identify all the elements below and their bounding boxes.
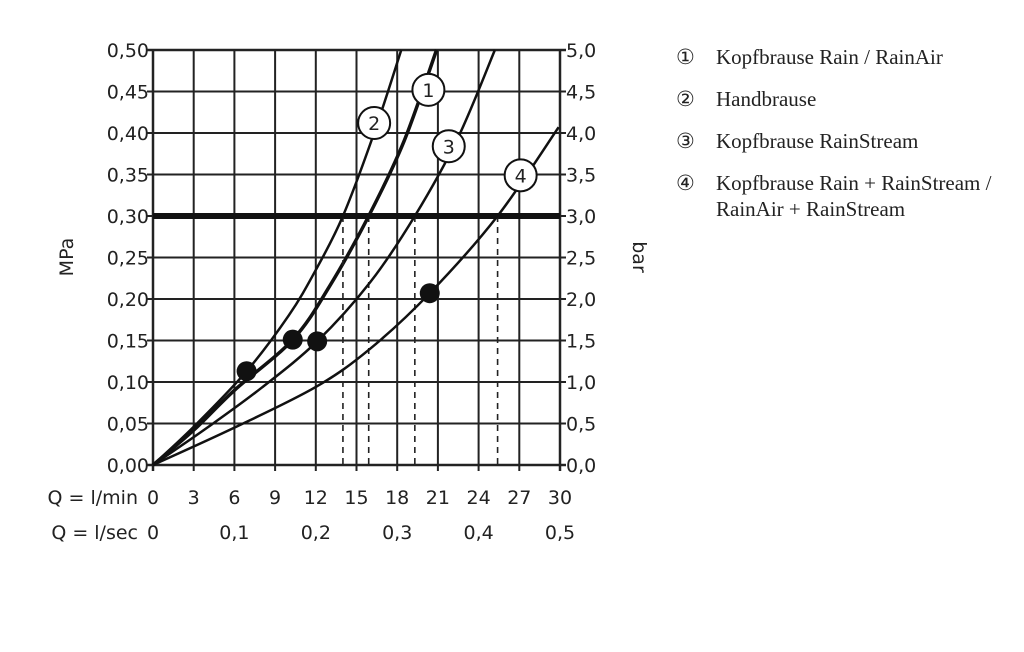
x-tick-label: 0 bbox=[147, 487, 159, 509]
x-tick-label: 24 bbox=[467, 487, 491, 509]
data-marker bbox=[419, 283, 440, 304]
series-line-4 bbox=[152, 126, 560, 467]
legend-num: ④ bbox=[676, 171, 695, 195]
x2-axis-label: Q = l/sec bbox=[51, 522, 138, 544]
y-tick-label: 0,35 bbox=[107, 165, 149, 187]
x-tick-label: 18 bbox=[385, 487, 409, 509]
y-tick-label: 0,10 bbox=[107, 372, 149, 394]
data-marker bbox=[307, 331, 328, 352]
legend-num: ① bbox=[676, 45, 695, 69]
x-axis-label: Q = l/min bbox=[48, 487, 138, 509]
y-axis-label: MPa bbox=[56, 238, 78, 277]
y-right-tick-label: 0,0 bbox=[566, 455, 596, 477]
x-tick-label: 15 bbox=[344, 487, 368, 509]
series-label-2: 2 bbox=[368, 113, 380, 135]
series-label-3: 3 bbox=[443, 136, 455, 158]
series-label-circle-3 bbox=[431, 129, 466, 164]
y-tick-label: 0,15 bbox=[107, 331, 149, 353]
series-label-circle-2 bbox=[357, 106, 392, 141]
y-right-tick-label: 1,0 bbox=[566, 372, 596, 394]
legend-item-4: ④ Kopfbrause Rain + RainStream / RainAir … bbox=[676, 170, 1016, 222]
x-tick-label: 3 bbox=[188, 487, 200, 509]
legend-text: Handbrause bbox=[716, 87, 817, 111]
x-tick-label: 30 bbox=[548, 487, 572, 509]
x2-tick-label: 0,3 bbox=[382, 522, 412, 544]
legend-text: Kopfbrause RainStream bbox=[716, 129, 919, 153]
y-tick-label: 0,40 bbox=[107, 123, 149, 145]
y-tick-label: 0,00 bbox=[107, 455, 149, 477]
legend-item-1: ① Kopfbrause Rain / RainAir bbox=[676, 44, 1016, 70]
y-right-tick-label: 2,5 bbox=[566, 248, 596, 270]
y-tick-label: 0,05 bbox=[107, 414, 149, 436]
y-tick-label: 0,20 bbox=[107, 289, 149, 311]
x2-tick-label: 0 bbox=[147, 522, 159, 544]
x2-tick-label: 0,4 bbox=[463, 522, 493, 544]
legend-text: Kopfbrause Rain + RainStream / RainAir +… bbox=[716, 171, 992, 221]
x2-tick-label: 0,1 bbox=[219, 522, 249, 544]
series-label-circle-4 bbox=[503, 158, 538, 193]
x-tick-label: 12 bbox=[304, 487, 328, 509]
y-right-tick-label: 1,5 bbox=[566, 331, 596, 353]
x-tick-label: 6 bbox=[228, 487, 240, 509]
legend-num: ③ bbox=[676, 129, 695, 153]
legend-num: ② bbox=[676, 87, 695, 111]
x2-tick-label: 0,5 bbox=[545, 522, 575, 544]
data-marker bbox=[282, 329, 303, 350]
y-tick-label: 0,50 bbox=[107, 40, 149, 62]
x-tick-label: 21 bbox=[426, 487, 450, 509]
legend: ① Kopfbrause Rain / RainAir ② Handbrause ③… bbox=[676, 44, 1016, 238]
data-marker bbox=[236, 361, 257, 382]
x-tick-label: 27 bbox=[507, 487, 531, 509]
series-label-circle-1 bbox=[411, 72, 446, 107]
legend-text: Kopfbrause Rain / RainAir bbox=[716, 45, 943, 69]
x2-tick-label: 0,2 bbox=[301, 522, 331, 544]
series-label-4: 4 bbox=[515, 165, 527, 187]
series-line-1 bbox=[151, 49, 439, 467]
y-right-tick-label: 3,0 bbox=[566, 206, 596, 228]
y-right-tick-label: 5,0 bbox=[566, 40, 596, 62]
legend-item-2: ② Handbrause bbox=[676, 86, 1016, 112]
y-right-tick-label: 4,5 bbox=[566, 82, 596, 104]
y-right-axis-label: bar bbox=[628, 241, 650, 273]
y-right-tick-label: 2,0 bbox=[566, 289, 596, 311]
y-right-tick-label: 0,5 bbox=[566, 414, 596, 436]
y-right-tick-label: 3,5 bbox=[566, 165, 596, 187]
y-right-tick-label: 4,0 bbox=[566, 123, 596, 145]
y-tick-label: 0,30 bbox=[107, 206, 149, 228]
series-label-1: 1 bbox=[422, 80, 434, 102]
legend-item-3: ③ Kopfbrause RainStream bbox=[676, 128, 1016, 154]
y-tick-label: 0,25 bbox=[107, 248, 149, 270]
y-tick-label: 0,45 bbox=[107, 82, 149, 104]
x-tick-label: 9 bbox=[269, 487, 281, 509]
